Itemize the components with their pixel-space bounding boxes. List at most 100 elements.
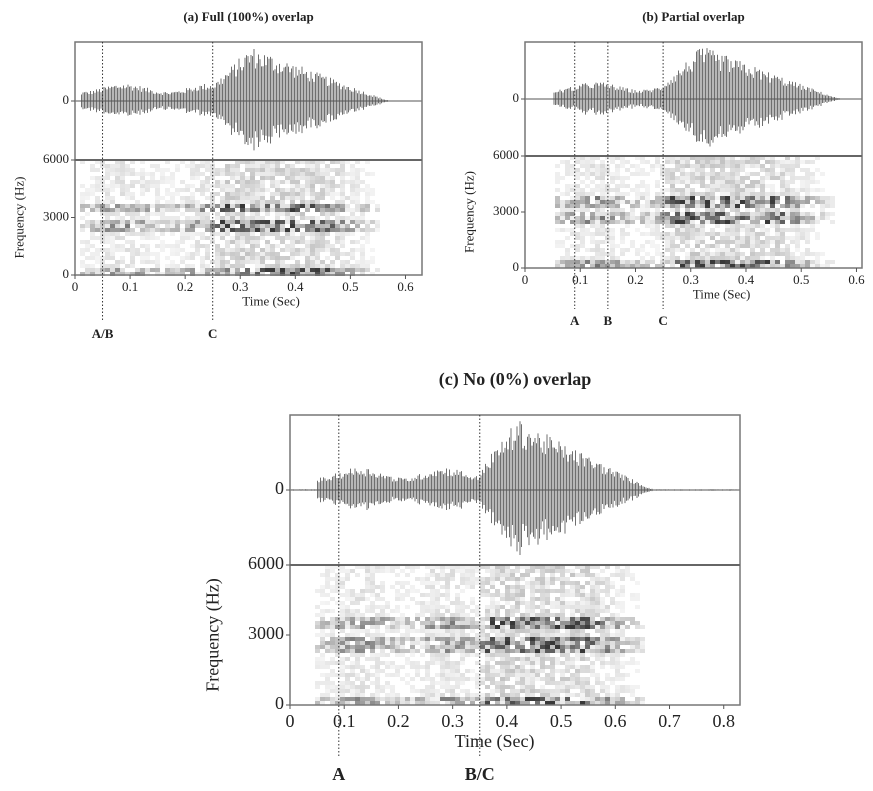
spectrogram-cell [610,188,615,192]
spectrogram-cell [725,188,730,192]
spectrogram-cell [620,248,625,252]
spectrogram-cell [610,617,615,621]
spectrogram-cell [265,164,270,168]
spectrogram-cell [630,693,635,697]
spectrogram-cell [545,641,550,645]
spectrogram-cell [780,216,785,220]
spectrogram-cell [275,224,280,228]
spectrogram-cell [555,577,560,581]
spectrogram-cell [475,605,480,609]
spectrogram-cell [600,653,605,657]
spectrogram-cell [410,665,415,669]
spectrogram-cell [400,645,405,649]
spectrogram-cell [665,248,670,252]
spectrogram-cell [525,601,530,605]
spectrogram-cell [505,601,510,605]
spectrogram-cell [290,220,295,224]
spectrogram-cell [360,625,365,629]
spectrogram-cell [315,192,320,196]
spectrogram-cell [780,236,785,240]
spectrogram-cell [640,649,645,653]
spectrogram-cell [560,585,565,589]
spectrogram-cell [170,216,175,220]
spectrogram-cell [325,661,330,665]
spectrogram-cell [635,669,640,673]
spectrogram-cell [640,220,645,224]
spectrogram-cell [565,200,570,204]
spectrogram-cell [325,685,330,689]
spectrogram-cell [815,196,820,200]
spectrogram-cell [200,236,205,240]
spectrogram-cell [195,200,200,204]
spectrogram-cell [150,224,155,228]
spectrogram-cell [610,260,615,264]
spectrogram-cell [765,228,770,232]
spectrogram-cell [560,609,565,613]
spectrogram-cell [660,200,665,204]
spectrogram-cell [715,164,720,168]
spectrogram-cell [225,220,230,224]
spectrogram-cell [340,200,345,204]
spectrogram-cell [250,196,255,200]
spectrogram-cell [675,160,680,164]
spectrogram-cell [230,224,235,228]
spectrogram-cell [600,176,605,180]
spectrogram-cell [790,176,795,180]
spectrogram-cell [320,633,325,637]
spectrogram-cell [645,212,650,216]
spectrogram-cell [585,669,590,673]
spectrogram-cell [360,212,365,216]
spectrogram-cell [720,256,725,260]
spectrogram-cell [600,184,605,188]
spectrogram-cell [550,569,555,573]
spectrogram-cell [455,625,460,629]
spectrogram-cell [620,621,625,625]
spectrogram-cell [90,192,95,196]
spectrogram-cell [645,192,650,196]
spectrogram-cell [500,645,505,649]
spectrogram-cell [730,172,735,176]
spectrogram-cell [635,252,640,256]
spectrogram-cell [355,633,360,637]
spectrogram-cell [235,180,240,184]
spectrogram-cell [615,601,620,605]
spectrogram-cell [195,248,200,252]
spectrogram-cell [180,236,185,240]
spectrogram-cell [745,244,750,248]
spectrogram-cell [605,685,610,689]
spectrogram-cell [600,160,605,164]
spectrogram-cell [400,613,405,617]
spectrogram-cell [235,188,240,192]
spectrogram-cell [580,220,585,224]
spectrogram-cell [630,216,635,220]
spectrogram-cell [645,232,650,236]
spectrogram-cell [650,212,655,216]
spectrogram-cell [245,220,250,224]
spectrogram-cell [425,673,430,677]
spectrogram-cell [420,577,425,581]
marker-label: C [658,313,667,328]
spectrogram-cell [255,260,260,264]
spectrogram-cell [590,212,595,216]
spectrogram-cell [620,192,625,196]
spectrogram-cell [435,653,440,657]
spectrogram-cell [290,248,295,252]
spectrogram-cell [95,220,100,224]
spectrogram-cell [575,649,580,653]
spectrogram-cell [360,268,365,272]
spectrogram-cell [430,677,435,681]
spectrogram-cell [565,593,570,597]
spectrogram-cell [175,224,180,228]
spectrogram-cell [185,232,190,236]
spectrogram-cell [180,268,185,272]
spectrogram-cell [375,673,380,677]
spectrogram-cell [135,208,140,212]
spectrogram-cell [185,236,190,240]
spectrogram-cell [700,248,705,252]
spectrogram-cell [750,164,755,168]
spectrogram-cell [280,196,285,200]
spectrogram-cell [460,633,465,637]
spectrogram-cell [595,573,600,577]
spectrogram-cell [120,244,125,248]
spectrogram-cell [375,693,380,697]
